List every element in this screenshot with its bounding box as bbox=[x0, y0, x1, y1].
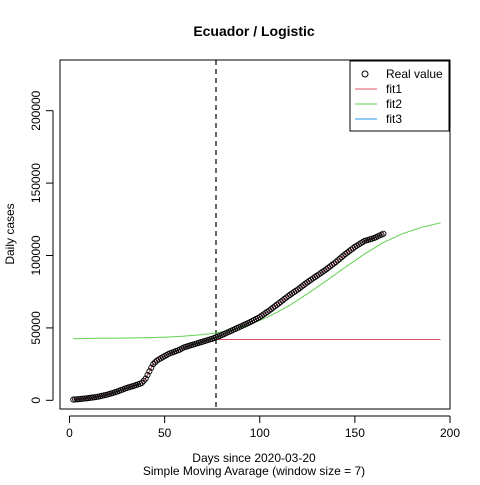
real-value-point bbox=[271, 303, 279, 310]
real-value-point bbox=[81, 395, 88, 402]
real-value-point bbox=[275, 300, 282, 307]
real-value-point bbox=[270, 304, 277, 311]
y-tick-label: 200000 bbox=[29, 90, 43, 130]
legend-real-value-label: Real value bbox=[386, 67, 443, 81]
y-tick-label: 100000 bbox=[29, 235, 43, 275]
plot-area bbox=[59, 59, 451, 410]
y-axis-label: Daily cases bbox=[3, 203, 17, 264]
real-value-point bbox=[281, 295, 288, 302]
x-tick-label: 100 bbox=[250, 426, 270, 440]
real-value-point bbox=[340, 252, 347, 259]
real-value-point bbox=[323, 266, 330, 273]
legend-fit2-label: fit2 bbox=[386, 97, 402, 111]
real-value-point bbox=[277, 298, 284, 305]
real-value-point bbox=[334, 257, 341, 264]
real-value-point bbox=[142, 375, 149, 382]
real-value-point bbox=[348, 246, 355, 253]
real-value-point bbox=[87, 394, 94, 401]
real-value-point bbox=[144, 371, 151, 379]
real-value-point bbox=[330, 260, 338, 267]
y-tick-label: 0 bbox=[29, 397, 43, 404]
x-tick-label: 0 bbox=[66, 426, 73, 440]
real-value-point bbox=[346, 248, 353, 255]
x-tick-label: 150 bbox=[345, 426, 365, 440]
x-tick-label: 200 bbox=[440, 426, 460, 440]
real-value-point bbox=[77, 395, 84, 402]
x-axis-sublabel: Simple Moving Avarage (window size = 7) bbox=[143, 464, 365, 478]
real-value-point bbox=[266, 307, 273, 314]
real-value-point bbox=[72, 396, 79, 403]
real-value-point bbox=[298, 283, 305, 290]
x-axis-label: Days since 2020-03-20 bbox=[192, 451, 316, 465]
legend-fit3-label: fit3 bbox=[386, 112, 402, 126]
real-value-point bbox=[300, 282, 307, 289]
real-value-point bbox=[273, 301, 280, 308]
real-value-point bbox=[338, 254, 345, 261]
y-tick-label: 50000 bbox=[29, 311, 43, 345]
real-value-point bbox=[380, 230, 387, 237]
real-value-point bbox=[336, 255, 343, 262]
legend-real-value-marker bbox=[361, 70, 369, 78]
real-value-point bbox=[70, 396, 77, 403]
real-value-point bbox=[296, 285, 303, 292]
real-value-point bbox=[344, 249, 351, 256]
real-value-point bbox=[83, 395, 90, 402]
real-value-point bbox=[152, 359, 159, 366]
real-value-point bbox=[327, 263, 334, 270]
chart-title: Ecuador / Logistic bbox=[193, 23, 315, 39]
real-value-point bbox=[294, 286, 301, 293]
real-value-point bbox=[150, 361, 157, 368]
real-value-points bbox=[70, 230, 387, 403]
real-value-point bbox=[268, 306, 275, 313]
x-axis: 0 50 100 150 200 bbox=[66, 415, 460, 440]
real-value-point bbox=[74, 396, 81, 403]
plot-frame bbox=[59, 59, 451, 410]
real-value-point bbox=[79, 395, 86, 402]
real-value-point bbox=[325, 264, 332, 271]
legend: Real value fit1 fit2 fit3 bbox=[349, 60, 450, 132]
real-value-point bbox=[332, 258, 339, 266]
x-tick-label: 50 bbox=[158, 426, 172, 440]
legend-fit1-label: fit1 bbox=[386, 82, 402, 96]
real-value-point bbox=[146, 368, 153, 375]
y-tick-label: 150000 bbox=[29, 163, 43, 203]
real-value-point bbox=[279, 297, 286, 304]
real-value-point bbox=[148, 364, 155, 371]
y-axis: 0 50000 100000 150000 200000 bbox=[29, 90, 54, 404]
